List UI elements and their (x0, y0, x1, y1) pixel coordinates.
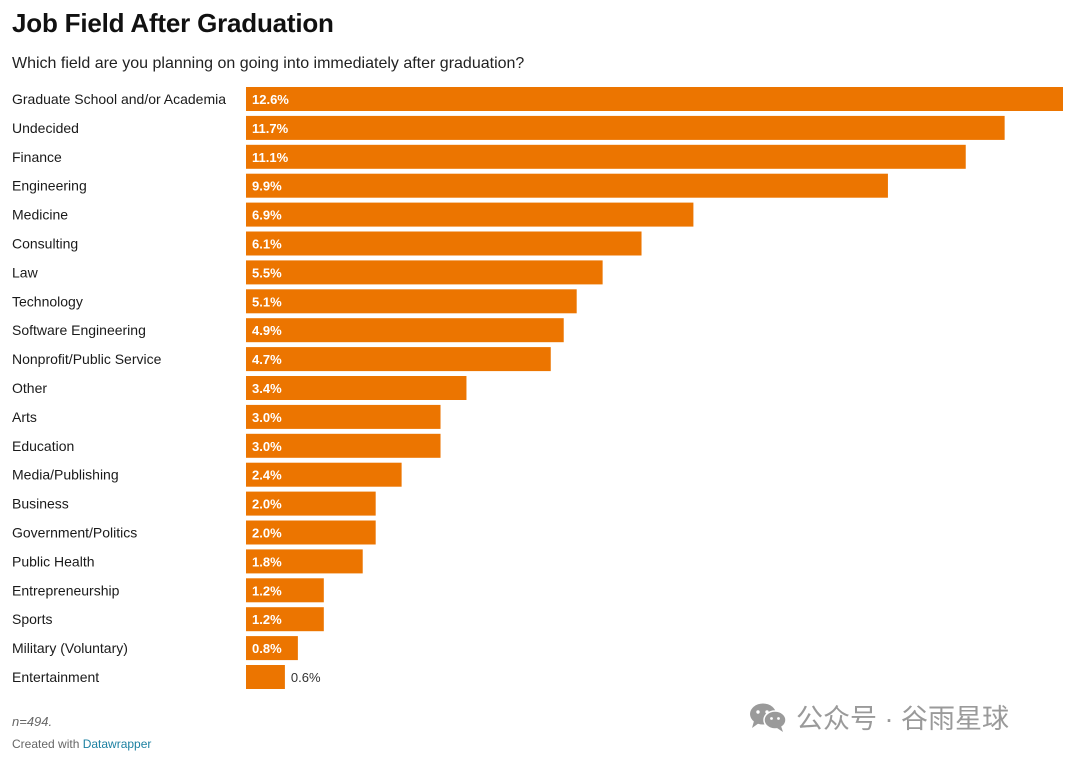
value-label-engineering: 9.9% (252, 179, 282, 194)
bar-graduate-school-and-or-academia (246, 87, 1063, 111)
bar-other (246, 376, 467, 400)
category-label-sports: Sports (12, 611, 52, 627)
category-label-education: Education (12, 438, 74, 454)
bar-consulting (246, 231, 642, 256)
value-label-education: 3.0% (252, 439, 282, 454)
value-label-graduate-school-and-or-academia: 12.6% (252, 92, 289, 107)
bar-finance (246, 144, 966, 169)
watermark-text: 公众号 · 谷雨星球 (796, 704, 1009, 734)
bar-arts (246, 404, 441, 429)
category-label-graduate-school-and-or-academia: Graduate School and/or Academia (12, 91, 226, 107)
bar-education (246, 433, 441, 458)
bar-government-politics (246, 520, 376, 545)
value-label-entertainment: 0.6% (291, 670, 321, 685)
value-label-nonprofit-public-service: 4.7% (252, 352, 282, 367)
datawrapper-link[interactable]: Datawrapper (82, 737, 152, 751)
wechat-icon (750, 703, 787, 732)
value-label-software-engineering: 4.9% (252, 323, 282, 338)
sample-size-note: n=494. (12, 714, 53, 729)
value-label-military-voluntary: 0.8% (252, 641, 282, 656)
category-label-law: Law (12, 264, 39, 280)
value-label-technology: 5.1% (252, 294, 282, 309)
bar-technology (246, 289, 577, 314)
bar-medicine (246, 202, 694, 227)
category-label-entrepreneurship: Entrepreneurship (12, 582, 120, 598)
chart-title: Job Field After Graduation (12, 8, 334, 38)
value-label-public-health: 1.8% (252, 554, 282, 569)
category-label-medicine: Medicine (12, 207, 68, 223)
category-label-engineering: Engineering (12, 178, 87, 194)
category-label-business: Business (12, 496, 69, 512)
category-label-media-publishing: Media/Publishing (12, 467, 119, 483)
category-label-other: Other (12, 380, 47, 396)
value-label-law: 5.5% (252, 265, 282, 280)
value-label-entrepreneurship: 1.2% (252, 583, 282, 598)
category-label-nonprofit-public-service: Nonprofit/Public Service (12, 351, 162, 367)
bar-software-engineering (246, 318, 564, 343)
chart-subtitle: Which field are you planning on going in… (12, 55, 525, 72)
value-label-media-publishing: 2.4% (252, 468, 282, 483)
bar-business (246, 491, 376, 516)
value-label-government-politics: 2.0% (252, 526, 282, 541)
category-label-technology: Technology (12, 293, 83, 309)
bar-entrepreneurship (246, 578, 324, 603)
value-label-undecided: 11.7% (252, 121, 289, 136)
value-label-sports: 1.2% (252, 612, 282, 627)
watermark: 公众号 · 谷雨星球 (748, 697, 1009, 736)
category-label-public-health: Public Health (12, 553, 95, 569)
category-label-undecided: Undecided (12, 120, 79, 136)
value-label-finance: 11.1% (252, 150, 289, 165)
value-label-consulting: 6.1% (252, 237, 282, 252)
value-label-arts: 3.0% (252, 410, 282, 425)
bar-undecided (246, 115, 1005, 140)
credit-line: Created with Datawrapper (12, 737, 151, 751)
category-label-consulting: Consulting (12, 236, 78, 252)
credit-prefix: Created with (12, 737, 83, 751)
category-label-entertainment: Entertainment (12, 669, 99, 685)
category-label-military-voluntary: Military (Voluntary) (12, 640, 128, 656)
bar-entertainment (246, 665, 285, 689)
bar-engineering (246, 173, 888, 198)
bar-nonprofit-public-service (246, 347, 551, 372)
value-label-medicine: 6.9% (252, 208, 282, 223)
category-label-finance: Finance (12, 149, 62, 165)
value-label-other: 3.4% (252, 381, 282, 396)
bar-military-voluntary (246, 636, 298, 661)
category-label-software-engineering: Software Engineering (12, 322, 146, 338)
category-label-arts: Arts (12, 409, 37, 425)
bar-media-publishing (246, 462, 402, 487)
bar-sports (246, 607, 324, 632)
bar-public-health (246, 549, 363, 574)
bar-chart: Graduate School and/or Academia 12.6% Unde… (12, 87, 1063, 689)
category-label-government-politics: Government/Politics (12, 525, 137, 541)
value-label-business: 2.0% (252, 497, 282, 512)
bar-law (246, 260, 603, 285)
